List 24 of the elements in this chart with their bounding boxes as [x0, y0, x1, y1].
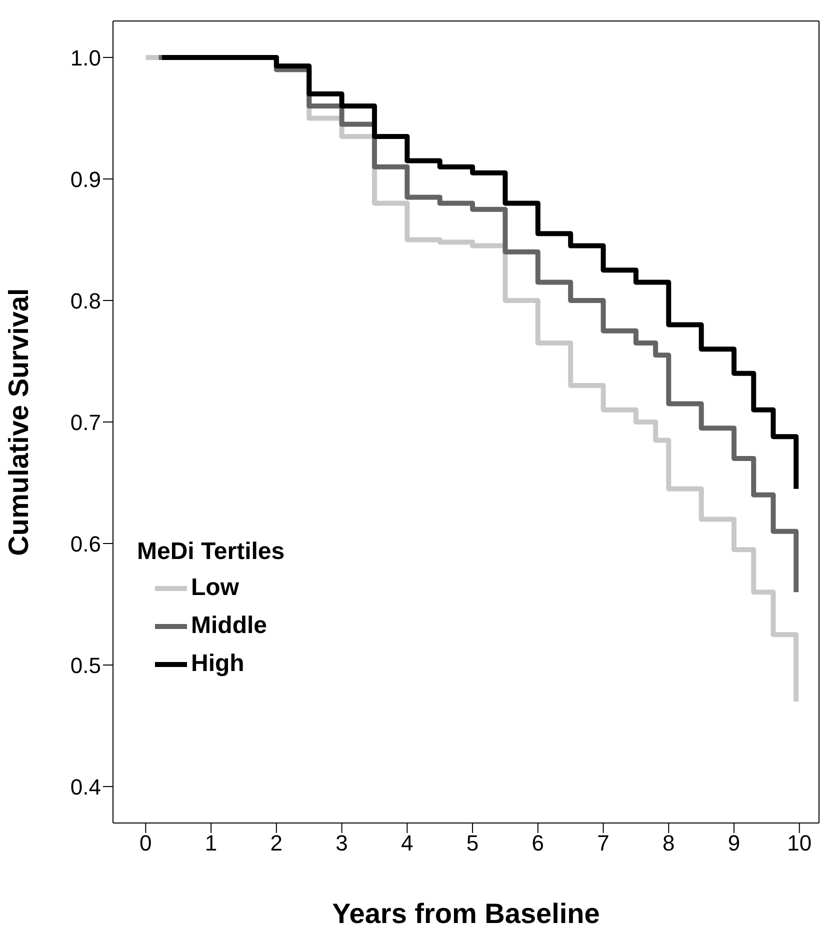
x-tick-label: 3 — [336, 830, 348, 856]
x-tick-label: 7 — [597, 830, 610, 856]
legend-label: Middle — [191, 612, 267, 640]
x-tick-label: 6 — [532, 830, 544, 856]
x-axis-title: Years from Baseline — [332, 898, 600, 929]
legend-label: Low — [191, 574, 239, 602]
y-tick-label: 0.6 — [70, 531, 101, 556]
x-tick-label: 10 — [787, 830, 812, 856]
legend-label: High — [191, 650, 244, 678]
y-tick-label: 0.8 — [70, 288, 101, 314]
y-tick-label: 0.9 — [70, 166, 101, 192]
x-tick-label: 0 — [140, 830, 152, 856]
y-axis-title: Cumulative Survival — [2, 288, 34, 556]
y-tick-label: 1.0 — [70, 45, 101, 70]
x-tick-label: 9 — [728, 830, 740, 856]
x-tick-label: 1 — [204, 830, 218, 856]
x-tick-label: 4 — [401, 830, 414, 856]
y-tick-label: 0.5 — [70, 652, 101, 678]
y-tick-label: 0.4 — [70, 774, 101, 800]
x-tick-label: 8 — [662, 830, 675, 856]
x-tick-label: 2 — [270, 830, 283, 856]
y-tick-label: 0.7 — [70, 410, 101, 435]
x-tick-label: 5 — [466, 830, 479, 856]
legend-title: MeDi Tertiles — [137, 538, 285, 566]
